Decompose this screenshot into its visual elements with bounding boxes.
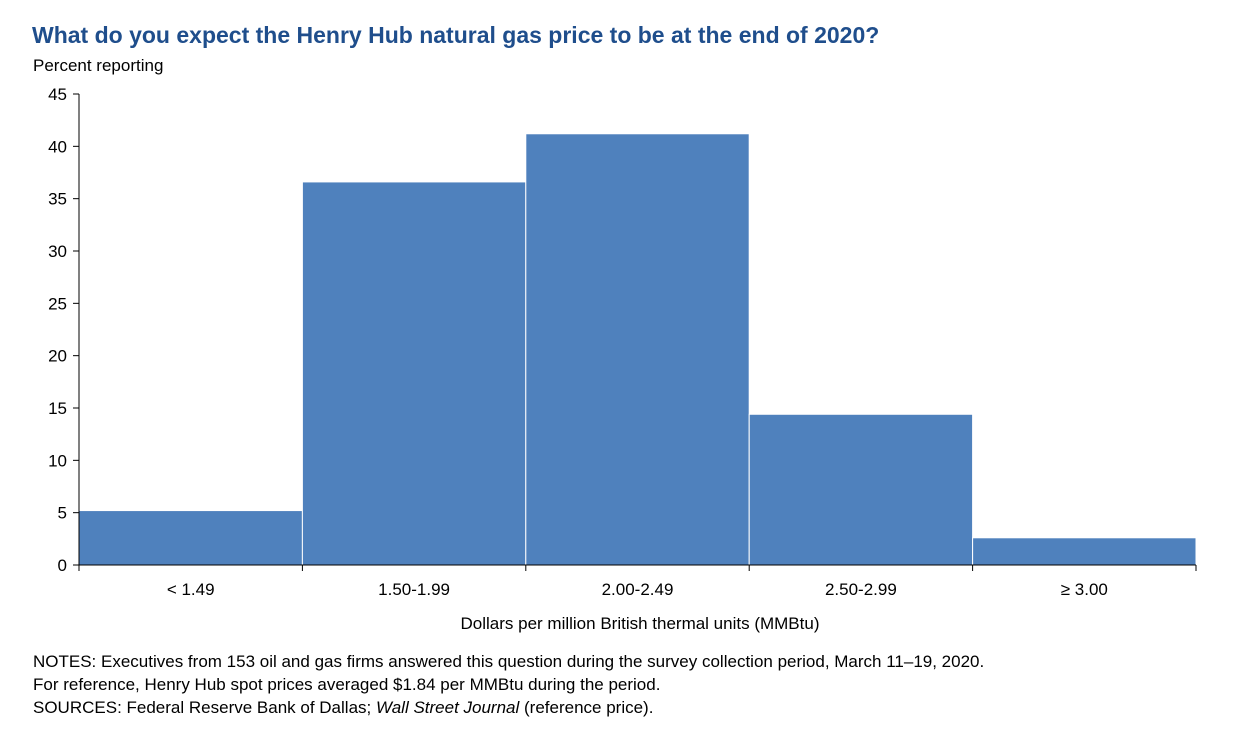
notes-line-1: NOTES: Executives from 153 oil and gas f…	[33, 652, 985, 671]
y-tick-label: 30	[48, 242, 67, 261]
x-tick-label: 2.00-2.49	[602, 580, 674, 599]
y-tick-label: 5	[58, 504, 67, 523]
sources-line: SOURCES: Federal Reserve Bank of Dallas;…	[33, 696, 984, 719]
notes-line-2: For reference, Henry Hub spot prices ave…	[33, 675, 661, 694]
bar-2	[301, 181, 527, 566]
x-tick-label: < 1.49	[167, 580, 215, 599]
x-axis-label: Dollars per million British thermal unit…	[460, 614, 820, 633]
y-axis-label: Percent reporting	[33, 56, 164, 75]
sources-publication: Wall Street Journal	[375, 698, 520, 717]
x-tick-label: 1.50-1.99	[378, 580, 450, 599]
y-tick-label: 25	[48, 294, 67, 313]
bar-1	[78, 510, 303, 566]
y-tick-label: 40	[48, 137, 67, 156]
y-tick-label: 35	[48, 190, 67, 209]
x-ticks-group: < 1.49 1.50-1.99 2.00-2.49 2.50-2.99 ≥ 3.00	[78, 565, 1197, 599]
bars-group	[78, 133, 1197, 566]
y-ticks-group: 0 5 10 15 20 25 30 35 40 45	[48, 85, 79, 575]
sources-suffix: (reference price).	[519, 698, 654, 717]
axes-group	[78, 94, 1196, 566]
bar-5	[972, 537, 1197, 566]
chart-title: What do you expect the Henry Hub natural…	[32, 22, 880, 48]
sources-prefix: SOURCES: Federal Reserve Bank of Dallas;	[33, 698, 376, 717]
y-tick-label: 15	[48, 399, 67, 418]
x-tick-label: 2.50-2.99	[825, 580, 897, 599]
y-tick-label: 20	[48, 347, 67, 366]
y-tick-label: 10	[48, 451, 67, 470]
y-tick-label: 45	[48, 85, 67, 104]
x-tick-label: ≥ 3.00	[1061, 580, 1108, 599]
notes-block: NOTES: Executives from 153 oil and gas f…	[33, 650, 984, 719]
bar-4	[748, 413, 974, 566]
y-tick-label: 0	[58, 556, 67, 575]
bar-3	[525, 133, 750, 566]
